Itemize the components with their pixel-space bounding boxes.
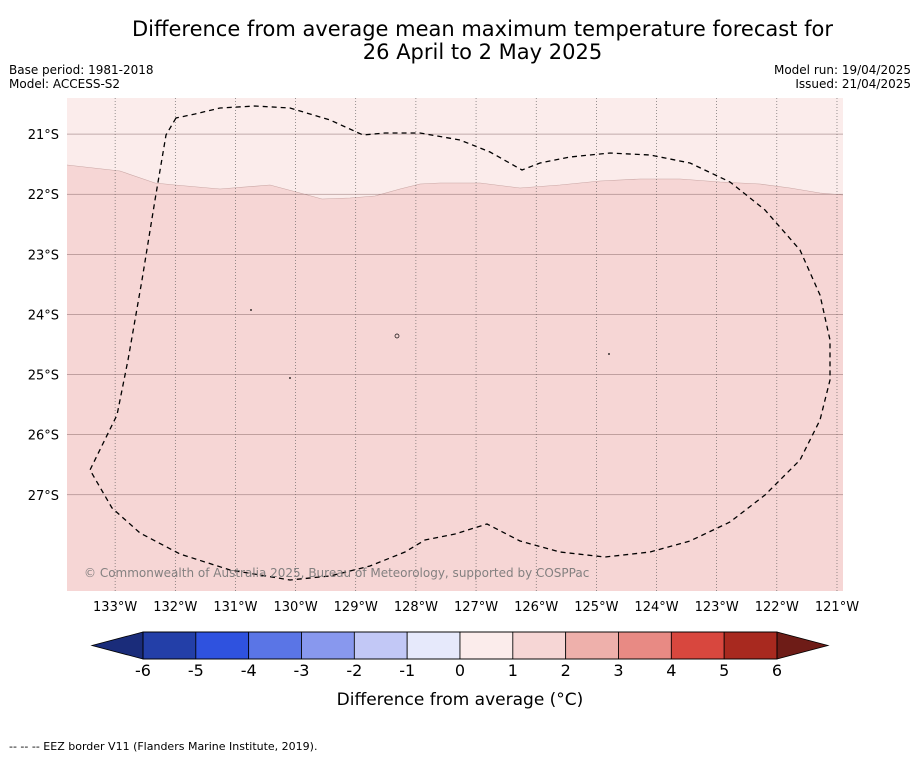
issued-text: Issued: 21/04/2025 [795, 77, 911, 91]
latitude-tick-label: 26°S [28, 429, 59, 444]
colorbar-tick-label: -1 [399, 661, 415, 680]
colorbar-under-triangle [90, 631, 144, 660]
colorbar-tick-label: -6 [135, 661, 151, 680]
latitude-tick-label: 23°S [28, 248, 59, 263]
colorbar-tick-label: -5 [188, 661, 204, 680]
longitude-tick-label: 131°W [213, 600, 257, 615]
colorbar-tick-label: 4 [666, 661, 676, 680]
latitude-tick-label: 21°S [28, 128, 59, 143]
longitude-tick-label: 122°W [755, 600, 799, 615]
latitude-tick-label: 27°S [28, 489, 59, 504]
latitude-tick-label: 25°S [28, 369, 59, 384]
colorbar-box [195, 631, 250, 660]
colorbar-tick-label: -2 [346, 661, 362, 680]
colorbar-box [618, 631, 672, 660]
longitude-tick-label: 125°W [574, 600, 618, 615]
colorbar-box [459, 631, 514, 660]
colorbar-box [670, 631, 725, 660]
longitude-tick-label: 132°W [153, 600, 197, 615]
colorbar-tick-label: 1 [508, 661, 518, 680]
map-title: Difference from average mean maximum tem… [0, 18, 919, 64]
colorbar-label: Difference from average (°C) [337, 690, 584, 710]
small-islands [250, 309, 610, 379]
longitude-tick-label: 127°W [454, 600, 498, 615]
longitude-tick-label: 130°W [274, 600, 318, 615]
island-marker [250, 309, 252, 311]
base-period-text: Base period: 1981-2018 [9, 63, 154, 77]
longitude-tick-label: 124°W [634, 600, 678, 615]
gridlines [67, 98, 843, 591]
colorbar-tick-label: 0 [455, 661, 465, 680]
colorbar-tick-label: -4 [241, 661, 257, 680]
colorbar-box [142, 631, 197, 660]
colorbar-boxes [142, 631, 778, 660]
map-panel: © Commonwealth of Australia 2025, Bureau… [28, 98, 859, 615]
anomaly-contour-line [67, 164, 843, 200]
model-run-text: Model run: 19/04/2025 [773, 63, 911, 77]
colorbar-tick-label: 6 [772, 661, 782, 680]
eez-footnote: -- -- -- EEZ border V11 (Flanders Marine… [9, 740, 318, 753]
longitude-tick-label: 126°W [514, 600, 558, 615]
latitude-tick-label: 24°S [28, 308, 59, 323]
longitude-labels: 133°W 132°W 131°W 130°W 129°W 128°W 127°W 126°W… [93, 600, 859, 615]
colorbar-tick-label: 5 [719, 661, 729, 680]
colorbar-tick-label: 3 [613, 661, 623, 680]
colorbar-box [406, 631, 461, 660]
colorbar-box [301, 631, 355, 660]
metadata-right: Model run: 19/04/2025 Issued: 21/04/2025 [774, 63, 911, 91]
island-marker [289, 377, 291, 379]
model-text: Model: ACCESS-S2 [9, 77, 121, 91]
colorbar: -6 -5 -4 -3 -2 -1 0 1 2 3 4 5 6 Difference from aver… [90, 631, 830, 710]
colorbar-box [565, 631, 619, 660]
colorbar-tick-label: -3 [294, 661, 310, 680]
longitude-tick-label: 133°W [93, 600, 137, 615]
metadata-left: Base period: 1981-2018 Model: ACCESS-S2 [9, 63, 154, 91]
island-marker [394, 333, 400, 339]
colorbar-box [512, 631, 567, 660]
colorbar-box [248, 631, 302, 660]
latitude-labels: 21°S 22°S 23°S 24°S 25°S 26°S 27°S [28, 128, 59, 504]
longitude-tick-label: 123°W [695, 600, 739, 615]
latitude-tick-label: 22°S [28, 188, 59, 203]
anomaly-region-0-to-1 [67, 98, 843, 199]
longitude-tick-label: 128°W [394, 600, 438, 615]
title-line-1: Difference from average mean maximum tem… [132, 17, 833, 41]
longitude-tick-label: 129°W [334, 600, 378, 615]
colorbar-outline [142, 631, 778, 660]
eez-border [89, 105, 831, 581]
colorbar-over-triangle [776, 631, 830, 660]
title-line-2: 26 April to 2 May 2025 [362, 40, 603, 64]
copyright-text: © Commonwealth of Australia 2025, Bureau… [84, 566, 589, 580]
colorbar-box [723, 631, 778, 660]
colorbar-tick-label: 2 [561, 661, 571, 680]
island-marker [608, 353, 610, 355]
colorbar-box [353, 631, 408, 660]
colorbar-tick-labels: -6 -5 -4 -3 -2 -1 0 1 2 3 4 5 6 [135, 661, 782, 680]
longitude-tick-label: 121°W [815, 600, 859, 615]
